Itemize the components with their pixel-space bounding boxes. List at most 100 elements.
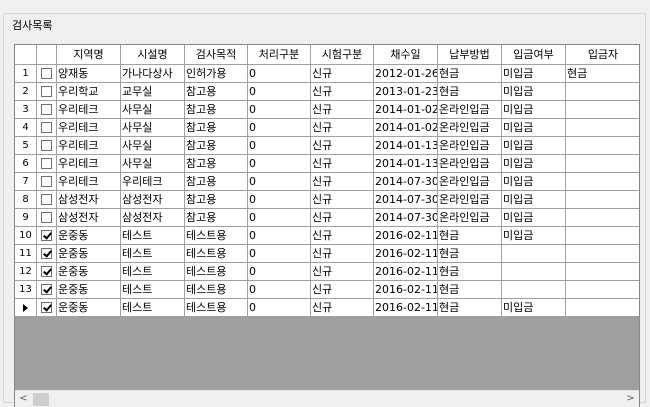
cell-facility[interactable]: 테스트 (121, 263, 185, 281)
cell-payment-method[interactable]: 온라인입금 (438, 119, 502, 137)
select-checkbox-cell[interactable] (37, 227, 57, 245)
select-checkbox[interactable] (41, 284, 52, 295)
cell-facility[interactable]: 삼성전자 (121, 191, 185, 209)
cell-region[interactable]: 운중동 (57, 281, 121, 299)
cell-process-type[interactable]: 0 (248, 137, 311, 155)
row-header[interactable]: 10 (15, 227, 37, 245)
cell-deposit-status[interactable]: 미입금 (502, 299, 566, 317)
cell-facility[interactable]: 삼성전자 (121, 209, 185, 227)
column-header-region[interactable]: 지역명 (57, 45, 121, 65)
table-row[interactable]: 3 우리테크 사무실 참고용 0 신규 2014-01-02 온라인입금 미입금 (15, 101, 639, 119)
cell-payment-method[interactable]: 현금 (438, 263, 502, 281)
cell-sample-date[interactable]: 2014-07-30 (374, 209, 438, 227)
cell-facility[interactable]: 교무실 (121, 83, 185, 101)
cell-test-type[interactable]: 신규 (311, 137, 374, 155)
cell-deposit-status[interactable] (502, 263, 566, 281)
cell-process-type[interactable]: 0 (248, 191, 311, 209)
cell-sample-date[interactable]: 2012-01-26 (374, 65, 438, 83)
cell-test-type[interactable]: 신규 (311, 191, 374, 209)
select-checkbox-cell[interactable] (37, 101, 57, 119)
cell-process-type[interactable]: 0 (248, 83, 311, 101)
cell-sample-date[interactable]: 2016-02-11 (374, 245, 438, 263)
cell-test-type[interactable]: 신규 (311, 173, 374, 191)
cell-region[interactable]: 우리테크 (57, 101, 121, 119)
chevron-right-icon[interactable]: > (626, 393, 635, 404)
row-header[interactable]: 8 (15, 191, 37, 209)
cell-depositor[interactable] (566, 227, 639, 245)
cell-purpose[interactable]: 참고용 (185, 209, 248, 227)
cell-payment-method[interactable]: 현금 (438, 83, 502, 101)
select-checkbox[interactable] (41, 122, 52, 133)
cell-facility[interactable]: 사무실 (121, 101, 185, 119)
cell-facility[interactable]: 테스트 (121, 227, 185, 245)
cell-deposit-status[interactable]: 미입금 (502, 137, 566, 155)
select-checkbox[interactable] (41, 104, 52, 115)
cell-sample-date[interactable]: 2014-07-30 (374, 173, 438, 191)
cell-facility[interactable]: 사무실 (121, 155, 185, 173)
select-checkbox[interactable] (41, 86, 52, 97)
cell-depositor[interactable] (566, 155, 639, 173)
cell-region[interactable]: 우리테크 (57, 137, 121, 155)
cell-process-type[interactable]: 0 (248, 209, 311, 227)
cell-purpose[interactable]: 참고용 (185, 101, 248, 119)
cell-test-type[interactable]: 신규 (311, 263, 374, 281)
row-header[interactable]: 9 (15, 209, 37, 227)
inspection-grid[interactable]: 지역명 시설명 검사목적 처리구분 시험구분 채수일 납부방법 입금여부 입금자 1 양재동 가나다… (14, 44, 640, 407)
column-header-deposit-status[interactable]: 입금여부 (502, 45, 566, 65)
select-checkbox[interactable] (41, 212, 52, 223)
select-checkbox-cell[interactable] (37, 191, 57, 209)
cell-deposit-status[interactable]: 미입금 (502, 209, 566, 227)
cell-payment-method[interactable]: 현금 (438, 299, 502, 317)
select-checkbox[interactable] (41, 266, 52, 277)
table-row[interactable]: 9 삼성전자 삼성전자 참고용 0 신규 2014-07-30 온라인입금 미입금 (15, 209, 639, 227)
table-row[interactable]: 6 우리테크 사무실 참고용 0 신규 2014-01-13 온라인입금 미입금 (15, 155, 639, 173)
cell-test-type[interactable]: 신규 (311, 83, 374, 101)
cell-facility[interactable]: 사무실 (121, 137, 185, 155)
table-row[interactable]: 11 운중동 테스트 테스트용 0 신규 2016-02-11 현금 (15, 245, 639, 263)
cell-process-type[interactable]: 0 (248, 173, 311, 191)
cell-payment-method[interactable]: 현금 (438, 65, 502, 83)
select-checkbox-cell[interactable] (37, 299, 57, 317)
cell-deposit-status[interactable]: 미입금 (502, 101, 566, 119)
select-checkbox-cell[interactable] (37, 209, 57, 227)
cell-sample-date[interactable]: 2016-02-11 (374, 299, 438, 317)
select-checkbox-cell[interactable] (37, 65, 57, 83)
cell-process-type[interactable]: 0 (248, 227, 311, 245)
cell-sample-date[interactable]: 2014-01-02 (374, 101, 438, 119)
select-checkbox-cell[interactable] (37, 263, 57, 281)
cell-region[interactable]: 삼성전자 (57, 209, 121, 227)
cell-facility[interactable]: 우리테크 (121, 173, 185, 191)
column-header-sample-date[interactable]: 채수일 (374, 45, 438, 65)
cell-depositor[interactable] (566, 119, 639, 137)
cell-depositor[interactable] (566, 263, 639, 281)
cell-deposit-status[interactable]: 미입금 (502, 119, 566, 137)
cell-test-type[interactable]: 신규 (311, 245, 374, 263)
cell-sample-date[interactable]: 2016-02-11 (374, 281, 438, 299)
cell-test-type[interactable]: 신규 (311, 209, 374, 227)
cell-process-type[interactable]: 0 (248, 281, 311, 299)
row-header[interactable]: 12 (15, 263, 37, 281)
table-row[interactable]: 10 운중동 테스트 테스트용 0 신규 2016-02-11 현금 미입금 (15, 227, 639, 245)
cell-deposit-status[interactable] (502, 245, 566, 263)
row-header[interactable]: 11 (15, 245, 37, 263)
cell-deposit-status[interactable]: 미입금 (502, 155, 566, 173)
select-checkbox[interactable] (41, 158, 52, 169)
cell-purpose[interactable]: 테스트용 (185, 299, 248, 317)
cell-sample-date[interactable]: 2014-01-13 (374, 155, 438, 173)
cell-test-type[interactable]: 신규 (311, 281, 374, 299)
cell-deposit-status[interactable] (502, 281, 566, 299)
select-checkbox[interactable] (41, 302, 52, 313)
row-header[interactable]: 1 (15, 65, 37, 83)
select-checkbox-cell[interactable] (37, 119, 57, 137)
table-row[interactable]: 8 삼성전자 삼성전자 참고용 0 신규 2014-07-30 온라인입금 미입금 (15, 191, 639, 209)
row-header[interactable]: 3 (15, 101, 37, 119)
cell-test-type[interactable]: 신규 (311, 227, 374, 245)
select-checkbox[interactable] (41, 140, 52, 151)
select-checkbox[interactable] (41, 248, 52, 259)
cell-depositor[interactable]: 현금 (566, 65, 639, 83)
table-row[interactable]: 2 우리학교 교무실 참고용 0 신규 2013-01-23 현금 미입금 (15, 83, 639, 101)
cell-sample-date[interactable]: 2016-02-11 (374, 263, 438, 281)
scroll-thumb[interactable] (33, 393, 49, 406)
table-row[interactable]: 5 우리테크 사무실 참고용 0 신규 2014-01-13 온라인입금 미입금 (15, 137, 639, 155)
select-checkbox-cell[interactable] (37, 281, 57, 299)
